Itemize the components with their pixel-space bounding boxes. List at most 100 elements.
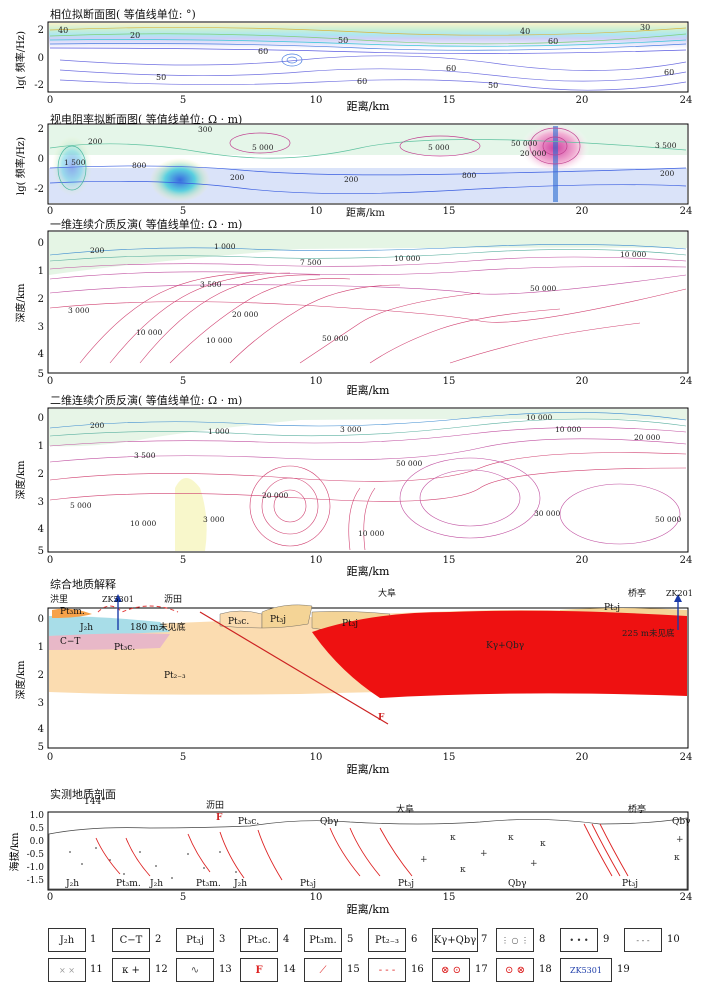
measured-label-b7: Pt₃j: [398, 879, 414, 889]
legend-sym: Pt₃m.: [309, 934, 337, 946]
inv2d-label-7: 10 000: [130, 519, 156, 528]
res-xtick: 20: [576, 206, 589, 217]
inv1d-label-0: 200: [90, 246, 105, 255]
svg-text:+: +: [480, 849, 488, 859]
phase-label-6: 60: [548, 37, 558, 46]
inv1d-contours: [49, 244, 687, 364]
phase-label-8: 60: [664, 68, 674, 77]
interp-label-pt3j2: Pt₃j: [342, 619, 358, 629]
inv2d-xtick: 0: [47, 555, 53, 566]
res-xtick: 10: [310, 206, 323, 217]
interp-ytick: 0: [38, 614, 44, 625]
legend-sym: Pt₂₋₃: [374, 934, 400, 946]
interp-label-fault: F: [378, 713, 385, 723]
legend-num: 16: [411, 964, 424, 975]
res-ytick: -2: [34, 184, 44, 195]
legend-num: 4: [283, 934, 290, 945]
interp-label-zk5301: ZK5301: [102, 595, 134, 604]
inv2d-xtick: 20: [576, 555, 589, 566]
phase-label-3: 40: [520, 27, 530, 36]
inv2d-contour-labels: 200 1 000 3 000 10 000 20 000 3 500 5 00…: [70, 413, 681, 538]
res-xtick: 5: [180, 206, 186, 217]
legend-num: 15: [347, 964, 360, 975]
inv1d-xticks: 0 5 10 15 20 24: [47, 376, 693, 387]
measured-title: 实测地质剖面: [50, 788, 116, 801]
resistivity-anomaly-3: [52, 136, 92, 196]
interp-label-zk201: ZK201: [666, 589, 693, 598]
interp-ytick: 4: [38, 724, 44, 735]
interp-label-j2h: J₂h: [79, 623, 93, 633]
interp-label-note225: 225 m未见底: [622, 628, 675, 639]
interp-label-litian: 沥田: [164, 594, 182, 605]
inv2d-ylabel: 深度/km: [14, 460, 27, 499]
interp-ytick: 3: [38, 698, 44, 709]
legend-box-14: F: [240, 958, 278, 982]
phase-xtick: 20: [576, 95, 589, 106]
interp-plot: 洪里 ZK5301 沥田 大阜 桥亭 ZK201 Pt₃m. J₂h 180 m…: [14, 587, 693, 776]
legend-num: 11: [90, 964, 103, 975]
legend-box-3: Pt₃j: [176, 928, 214, 952]
inv1d-ytick: 3: [38, 322, 44, 333]
inv2d-label-10: 10 000: [358, 529, 384, 538]
measured-xtick: 0: [47, 892, 53, 903]
inv2d-xtick: 5: [180, 555, 186, 566]
res-ytick: 2: [38, 124, 44, 135]
inv2d-yticks: 0 1 2 3 4 5: [38, 413, 44, 557]
res-label-6: 50 000: [511, 139, 537, 148]
measured-xticks: 0 5 10 15 20 24: [47, 892, 693, 903]
measured-label-b3: J₂h: [149, 879, 163, 889]
legend-num: 19: [617, 964, 630, 975]
inv1d-ytick: 2: [38, 294, 44, 305]
resistivity-panel: 视电阻率拟断面图( 等值线单位: Ω · m) 1 500: [0, 108, 712, 219]
legend-sym: Kγ+Qbγ: [433, 934, 477, 946]
legend-box-7: Kγ+Qbγ: [432, 928, 478, 952]
inv2d-low-fill: [175, 478, 207, 551]
legend-num: 7: [481, 934, 488, 945]
measured-label-pt3c: Pt₃c.: [238, 817, 259, 827]
measured-xtick: 20: [576, 892, 589, 903]
svg-text:κ: κ: [540, 839, 546, 849]
phase-plot: 40 20 30 40 50 60 60 60 60 50 50 60 2 0 …: [14, 21, 692, 113]
inv1d-label-11: 50 000: [322, 334, 348, 343]
interp-label-honglu: 洪里: [50, 593, 68, 605]
inv2d-label-9: 50 000: [396, 459, 422, 468]
measured-ytick: 0.5: [30, 824, 45, 834]
phase-xtick: 15: [443, 95, 456, 106]
resistivity-title: 视电阻率拟断面图( 等值线单位: Ω · m): [50, 113, 243, 126]
interp-ylabel: 深度/km: [14, 660, 27, 699]
measured-labels: 144° 沥田 F Pt₃c. Qbγ 大阜 桥亭 Qbγ J₂h Pt₃m. …: [65, 797, 691, 889]
inv1d-xtick: 5: [180, 376, 186, 387]
interp-borehole-zk201: [674, 594, 682, 630]
inv1d-xtick: 0: [47, 376, 53, 387]
inv1d-label-2: 3 500: [200, 280, 222, 289]
inv2d-xticks: 0 5 10 15 20 24: [47, 555, 693, 566]
measured-xtick: 5: [180, 892, 186, 903]
phase-label-1: 20: [130, 31, 140, 40]
interp-label-pt3m: Pt₃m.: [60, 607, 85, 617]
inv2d-xtick: 15: [443, 555, 456, 566]
legend-num: 18: [539, 964, 552, 975]
measured-xtick: 24: [680, 892, 693, 903]
measured-xlabel: 距离/km: [347, 902, 390, 916]
resistivity-xlabel: 距离/km: [346, 208, 385, 219]
legend-num: 5: [347, 934, 354, 945]
inv2d-shallow-fill: [49, 409, 687, 447]
interp-j2h-body: [49, 616, 170, 636]
phase-label-0: 40: [58, 26, 68, 35]
res-ytick: 0: [38, 154, 44, 165]
zk201-arrow: [674, 594, 682, 602]
measured-label-b6: Pt₃j: [300, 879, 316, 889]
interp-yticks: 0 1 2 3 4 5: [38, 614, 44, 753]
inv1d-yticks: 0 1 2 3 4 5: [38, 238, 44, 380]
measured-label-qiaoting: 桥亭: [628, 803, 646, 815]
phase-label-2: 30: [640, 23, 650, 32]
inv1d-ytick: 1: [38, 266, 44, 277]
measured-xtick: 15: [443, 892, 456, 903]
svg-text:κ: κ: [450, 833, 456, 843]
legend-sym: J₂h: [59, 934, 75, 946]
measured-topography: [48, 817, 688, 890]
res-label-11: 800: [462, 171, 477, 180]
phase-label-10: 50: [488, 81, 498, 90]
res-label-5: 5 000: [428, 143, 450, 152]
inv1d-label-8: 10 000: [136, 328, 162, 337]
